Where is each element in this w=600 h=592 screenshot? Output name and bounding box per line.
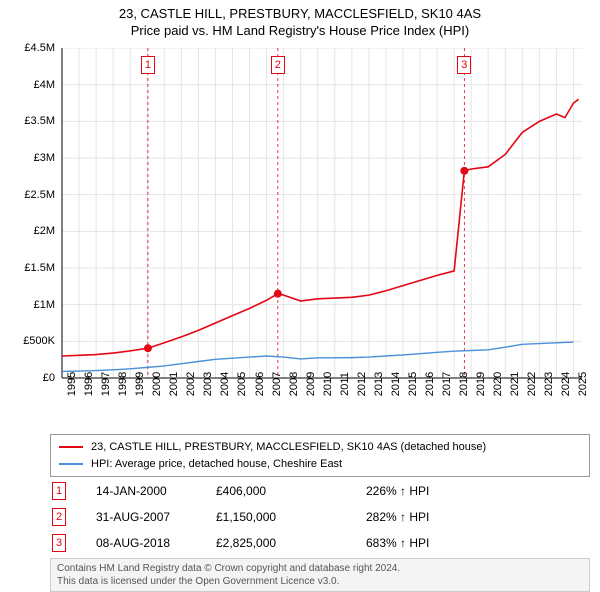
x-tick-label: 2019 — [475, 372, 487, 396]
x-tick-label: 2008 — [288, 372, 300, 396]
chart-event-marker: 1 — [141, 56, 155, 74]
y-tick-label: £3M — [7, 152, 55, 164]
event-date: 31-AUG-2007 — [66, 510, 216, 524]
x-tick-label: 2003 — [202, 372, 214, 396]
x-tick-label: 2017 — [441, 372, 453, 396]
x-tick-label: 2018 — [458, 372, 470, 396]
x-tick-label: 2012 — [356, 372, 368, 396]
event-marker: 3 — [52, 534, 66, 552]
x-tick-label: 2016 — [424, 372, 436, 396]
x-tick-label: 2009 — [305, 372, 317, 396]
legend-swatch — [59, 463, 83, 465]
event-marker: 2 — [52, 508, 66, 526]
legend-label: HPI: Average price, detached house, Ches… — [91, 456, 342, 473]
title-block: 23, CASTLE HILL, PRESTBURY, MACCLESFIELD… — [0, 0, 600, 38]
event-pct: 226% ↑ HPI — [366, 484, 590, 498]
x-tick-label: 1998 — [117, 372, 129, 396]
chart-event-marker: 2 — [271, 56, 285, 74]
footer-line: This data is licensed under the Open Gov… — [57, 575, 583, 588]
x-tick-label: 2022 — [526, 372, 538, 396]
x-tick-label: 1996 — [83, 372, 95, 396]
x-tick-label: 2024 — [560, 372, 572, 396]
event-pct: 683% ↑ HPI — [366, 536, 590, 550]
x-tick-label: 2006 — [254, 372, 266, 396]
chart-container: 23, CASTLE HILL, PRESTBURY, MACCLESFIELD… — [0, 0, 600, 590]
y-tick-label: £1.5M — [7, 262, 55, 274]
event-date: 08-AUG-2018 — [66, 536, 216, 550]
legend-swatch — [59, 446, 83, 448]
events-table: 1 14-JAN-2000 £406,000 226% ↑ HPI 2 31-A… — [50, 478, 590, 556]
x-tick-label: 2002 — [185, 372, 197, 396]
event-date: 14-JAN-2000 — [66, 484, 216, 498]
x-tick-label: 2023 — [543, 372, 555, 396]
legend: 23, CASTLE HILL, PRESTBURY, MACCLESFIELD… — [50, 434, 590, 477]
event-price: £2,825,000 — [216, 536, 366, 550]
footer-line: Contains HM Land Registry data © Crown c… — [57, 562, 583, 575]
x-tick-label: 2025 — [577, 372, 589, 396]
event-price: £1,150,000 — [216, 510, 366, 524]
x-tick-label: 2004 — [219, 372, 231, 396]
event-pct: 282% ↑ HPI — [366, 510, 590, 524]
y-tick-label: £500K — [7, 335, 55, 347]
chart-svg — [50, 48, 590, 398]
y-tick-label: £1M — [7, 299, 55, 311]
legend-row: 23, CASTLE HILL, PRESTBURY, MACCLESFIELD… — [59, 439, 581, 456]
x-tick-label: 2000 — [151, 372, 163, 396]
y-tick-label: £2.5M — [7, 189, 55, 201]
y-tick-label: £4.5M — [7, 42, 55, 54]
x-tick-label: 2020 — [492, 372, 504, 396]
x-tick-label: 2021 — [509, 372, 521, 396]
chart-event-marker: 3 — [457, 56, 471, 74]
event-marker: 1 — [52, 482, 66, 500]
x-tick-label: 1995 — [66, 372, 78, 396]
x-tick-label: 1999 — [134, 372, 146, 396]
legend-label: 23, CASTLE HILL, PRESTBURY, MACCLESFIELD… — [91, 439, 486, 456]
x-tick-label: 2007 — [271, 372, 283, 396]
y-tick-label: £2M — [7, 225, 55, 237]
x-tick-label: 2001 — [168, 372, 180, 396]
x-tick-label: 2011 — [339, 372, 351, 396]
footer-attribution: Contains HM Land Registry data © Crown c… — [50, 558, 590, 592]
y-tick-label: £3.5M — [7, 115, 55, 127]
x-tick-label: 2015 — [407, 372, 419, 396]
x-tick-label: 2005 — [236, 372, 248, 396]
y-tick-label: £4M — [7, 79, 55, 91]
event-row: 2 31-AUG-2007 £1,150,000 282% ↑ HPI — [50, 504, 590, 530]
x-tick-label: 1997 — [100, 372, 112, 396]
legend-row: HPI: Average price, detached house, Ches… — [59, 456, 581, 473]
title-address: 23, CASTLE HILL, PRESTBURY, MACCLESFIELD… — [0, 6, 600, 21]
y-tick-label: £0 — [7, 372, 55, 384]
event-price: £406,000 — [216, 484, 366, 498]
x-tick-label: 2014 — [390, 372, 402, 396]
x-tick-label: 2010 — [322, 372, 334, 396]
x-tick-label: 2013 — [373, 372, 385, 396]
event-row: 1 14-JAN-2000 £406,000 226% ↑ HPI — [50, 478, 590, 504]
event-row: 3 08-AUG-2018 £2,825,000 683% ↑ HPI — [50, 530, 590, 556]
title-subtitle: Price paid vs. HM Land Registry's House … — [0, 23, 600, 38]
